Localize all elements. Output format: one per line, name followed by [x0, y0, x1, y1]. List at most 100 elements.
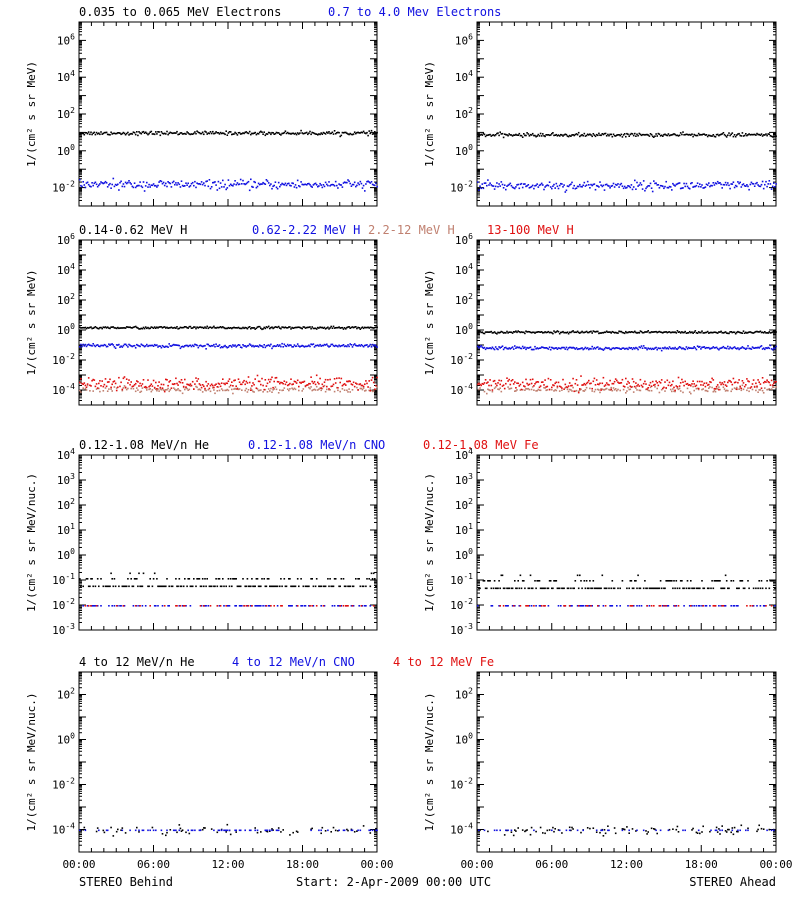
data-point — [669, 331, 672, 334]
data-point — [372, 381, 375, 384]
data-point — [743, 332, 746, 334]
data-point — [745, 348, 747, 350]
data-point — [584, 384, 587, 386]
data-point — [130, 381, 132, 383]
data-point — [310, 829, 312, 832]
data-point — [82, 326, 84, 329]
data-point — [279, 382, 281, 385]
data-point — [308, 382, 310, 385]
data-point — [204, 387, 206, 390]
data-point — [650, 389, 653, 392]
data-point — [308, 182, 310, 185]
data-point — [736, 388, 738, 391]
data-point — [156, 389, 158, 392]
data-point — [570, 331, 572, 334]
data-point — [152, 829, 155, 832]
data-point — [691, 331, 693, 333]
data-point — [250, 344, 252, 346]
y-tick-label: 106 — [455, 32, 473, 47]
data-point — [178, 380, 181, 383]
y-tick-label: 100 — [455, 322, 473, 337]
data-point — [98, 585, 100, 588]
data-point — [108, 605, 110, 607]
x-tick-label: 06:00 — [535, 858, 568, 871]
data-point — [113, 578, 116, 580]
data-point — [594, 135, 597, 138]
data-point — [502, 605, 505, 607]
data-point — [603, 189, 606, 191]
data-point — [627, 386, 629, 389]
data-point — [543, 347, 545, 349]
data-point — [353, 385, 356, 388]
data-point — [158, 585, 160, 588]
data-point — [613, 587, 616, 590]
data-point — [723, 388, 726, 390]
data-point — [741, 346, 744, 348]
data-point — [582, 184, 584, 187]
data-point — [620, 330, 623, 333]
data-point — [682, 829, 684, 832]
data-point — [479, 185, 481, 187]
data-point — [86, 383, 89, 385]
data-point — [719, 829, 721, 832]
data-point — [656, 331, 658, 334]
data-point — [218, 187, 221, 190]
data-point — [176, 389, 178, 391]
data-point — [667, 187, 670, 189]
data-point — [252, 132, 254, 135]
data-point — [576, 829, 579, 832]
data-point — [157, 385, 159, 387]
data-point — [370, 379, 373, 381]
data-point — [725, 347, 728, 350]
data-point — [742, 347, 745, 349]
data-point — [207, 383, 210, 385]
data-point — [189, 605, 192, 607]
data-point — [257, 325, 260, 328]
data-point — [80, 184, 82, 187]
data-point — [512, 383, 515, 385]
data-point — [105, 327, 108, 329]
data-point — [288, 389, 290, 392]
data-point — [82, 343, 84, 346]
data-point — [340, 578, 343, 580]
data-point — [122, 605, 125, 607]
data-point — [524, 332, 526, 335]
data-point — [312, 585, 315, 588]
data-point — [156, 186, 158, 188]
data-point — [367, 326, 369, 329]
data-point — [499, 347, 501, 349]
data-point — [580, 331, 582, 334]
data-point — [529, 331, 532, 334]
data-point — [215, 578, 217, 580]
data-point — [760, 133, 763, 135]
data-point — [203, 385, 205, 388]
data-point — [623, 386, 626, 388]
data-point — [327, 326, 329, 329]
data-point — [601, 348, 604, 351]
data-point — [632, 587, 635, 590]
data-point — [233, 326, 235, 329]
data-point — [114, 382, 117, 385]
data-point — [279, 344, 281, 346]
data-point — [245, 182, 248, 185]
data-point — [621, 185, 624, 187]
data-point — [558, 184, 561, 187]
data-point — [361, 344, 364, 347]
data-point — [362, 130, 365, 133]
data-point — [189, 185, 192, 187]
data-point — [223, 829, 225, 832]
data-point — [545, 347, 547, 349]
data-point — [613, 380, 616, 383]
data-point — [195, 186, 197, 189]
data-point — [85, 578, 88, 580]
data-point — [613, 134, 616, 137]
data-point — [697, 388, 700, 391]
data-point — [294, 132, 297, 135]
data-point — [138, 345, 140, 347]
data-point — [339, 345, 341, 348]
data-point — [284, 383, 287, 386]
data-point — [586, 605, 589, 607]
data-point — [746, 332, 748, 334]
data-point — [371, 327, 374, 329]
data-point — [228, 386, 231, 388]
